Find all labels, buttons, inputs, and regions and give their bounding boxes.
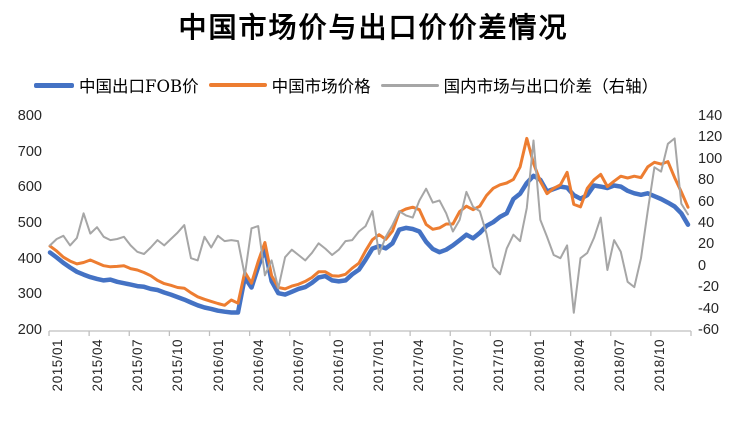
y-axis-right-tick-label: 60 <box>698 193 715 210</box>
y-axis-right-tick-label: -40 <box>698 300 719 317</box>
y-axis-left-tick-label: 700 <box>17 143 42 160</box>
legend-label-diff: 国内市场与出口价差（右轴） <box>443 77 659 96</box>
x-axis-tick-label: 2016/07 <box>290 339 306 392</box>
y-axis-right-tick-label: 120 <box>698 129 723 146</box>
x-axis-tick-label: 2016/01 <box>210 339 226 392</box>
y-axis-left-tick-label: 600 <box>17 179 42 196</box>
y-axis-left-tick-label: 500 <box>17 215 42 231</box>
fob-line-swatch-icon <box>34 82 74 88</box>
y-axis-right-tick-label: 100 <box>698 150 723 167</box>
x-axis-tick-label: 2018/04 <box>571 339 587 392</box>
x-axis-tick-label: 2016/10 <box>330 339 346 392</box>
x-axis-tick-label: 2015/10 <box>170 339 186 392</box>
market-price-line <box>48 136 690 307</box>
x-axis-tick-label: 2018/10 <box>651 339 667 392</box>
x-axis-tick-label: 2015/01 <box>50 339 65 392</box>
y-axis-right-tick-label: 80 <box>698 172 715 189</box>
legend-label-fob: 中国出口FOB价 <box>79 77 199 96</box>
price-diff-line <box>49 137 689 314</box>
legend-item-fob: 中国出口FOB价 <box>34 73 199 97</box>
x-axis-tick-label: 2018/01 <box>531 339 547 392</box>
legend-item-market: 中国市场价格 <box>208 73 371 97</box>
y-axis-left-tick-label: 200 <box>17 322 42 338</box>
y-axis-right-tick-label: 0 <box>698 257 707 274</box>
fob-price-line <box>47 173 691 315</box>
y-axis-left-tick-label: 300 <box>17 286 42 303</box>
chart-legend: 中国出口FOB价 中国市场价格 国内市场与出口价差（右轴） <box>34 74 734 96</box>
y-axis-left-tick-label: 400 <box>17 250 42 267</box>
x-axis-tick-label: 2017/04 <box>411 339 427 392</box>
legend-item-diff: 国内市场与出口价差（右轴） <box>380 73 659 97</box>
market-line-swatch-icon <box>208 83 267 87</box>
y-axis-right-tick-label: 140 <box>698 108 723 124</box>
y-axis-right-tick-label: 20 <box>698 236 715 253</box>
y-axis-left-tick-label: 800 <box>17 108 42 124</box>
x-axis-tick-label: 2018/07 <box>611 339 627 392</box>
y-axis-right-tick-label: -20 <box>698 279 719 296</box>
x-axis-tick-label: 2017/01 <box>371 339 386 392</box>
y-axis-right-tick-label: -60 <box>698 322 719 338</box>
x-axis-tick-label: 2016/04 <box>250 339 266 392</box>
legend-label-market: 中国市场价格 <box>271 77 371 96</box>
x-axis-tick-label: 2015/04 <box>90 339 106 392</box>
diff-line-swatch-icon <box>380 83 439 87</box>
y-axis-right-tick-label: 40 <box>698 215 715 231</box>
x-axis-tick-label: 2017/10 <box>491 339 507 392</box>
x-axis-tick-label: 2017/07 <box>451 339 467 392</box>
x-axis-tick-label: 2015/07 <box>130 339 146 392</box>
chart-title: 中国市场价与出口价价差情况 <box>178 12 569 43</box>
